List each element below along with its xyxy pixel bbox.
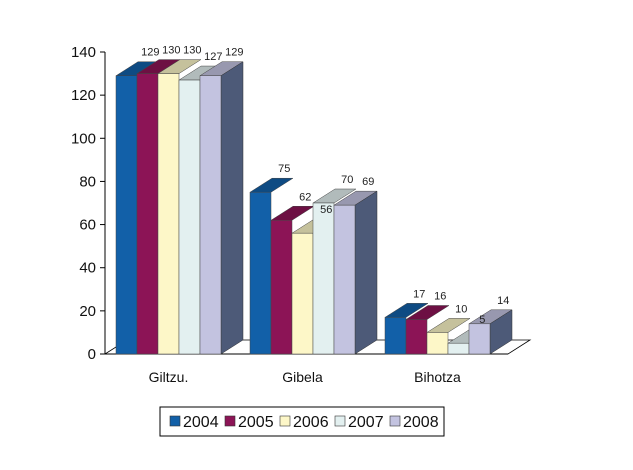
y-tick-label: 120 (71, 87, 96, 104)
bar-front-face (157, 73, 180, 355)
category-labels: Giltzu. Gibela Bihotza (149, 369, 461, 385)
bar-front-face (136, 73, 159, 355)
category-label-2: Bihotza (414, 369, 461, 385)
bar-front-face (333, 204, 356, 355)
bar-2005-Gibela (270, 206, 315, 355)
bar-front-face (270, 220, 293, 355)
bar-front-face (384, 317, 407, 355)
data-label-2005-Gibela: 62 (299, 191, 311, 203)
data-label-2004-Gibela: 75 (278, 163, 290, 175)
bar-top-face (426, 318, 471, 333)
bar-front-face (249, 191, 272, 355)
legend-item-2005: 2005 (224, 414, 274, 431)
legend-swatch (224, 415, 236, 427)
data-label-2004-Bihotza: 17 (413, 288, 425, 300)
bar-2005-Bihotza (405, 305, 450, 355)
category-label-0: Giltzu. (149, 369, 189, 385)
legend-swatch (389, 415, 401, 427)
bar-front-face (426, 332, 449, 355)
y-tick-label: 0 (88, 346, 96, 363)
bar-front-face (291, 232, 314, 355)
bar-2006-Bihotza (426, 318, 471, 355)
bar-2006-Giltzu. (157, 59, 202, 355)
bar-front-face (405, 319, 428, 355)
bar-top-face (270, 206, 315, 221)
data-label-2005-Bihotza: 16 (434, 290, 446, 302)
y-tick-label: 60 (79, 217, 96, 234)
y-tick-label: 40 (79, 260, 96, 277)
y-tick-label: 20 (79, 303, 96, 320)
data-label-2007-Bihotza: 5 (479, 314, 485, 326)
legend-swatch (334, 415, 346, 427)
legend-item-2007: 2007 (334, 414, 384, 431)
category-label-1: Gibela (282, 369, 323, 385)
legend-label: 2004 (183, 414, 219, 431)
legend-swatch (169, 415, 181, 427)
data-label-2008-Gibela: 69 (362, 176, 374, 188)
bar-front-face (447, 342, 470, 355)
bar-2004-Bihotza (384, 303, 429, 355)
data-label-2005-Giltzu.: 130 (162, 45, 180, 57)
legend-item-2004: 2004 (169, 414, 219, 431)
legend-item-2008: 2008 (389, 414, 439, 431)
bar-front-face (468, 323, 491, 355)
bar-2004-Giltzu. (115, 61, 160, 355)
data-label-2004-Giltzu.: 129 (141, 47, 159, 59)
bar-front-face (178, 79, 201, 355)
y-tick-label: 80 (79, 173, 96, 190)
legend-swatch (279, 415, 291, 427)
data-label-2006-Giltzu.: 130 (183, 45, 201, 57)
y-axis: 0 20 40 60 80 100 120 140 (71, 44, 106, 363)
bar-front-face (312, 202, 335, 355)
legend-label: 2005 (238, 414, 274, 431)
bar-side-face (220, 61, 244, 355)
legend-label: 2007 (348, 414, 384, 431)
legend-label: 2006 (293, 414, 329, 431)
bar-side-face (354, 190, 378, 355)
data-label-2006-Gibela: 56 (320, 204, 332, 216)
data-label-2006-Bihotza: 10 (455, 303, 467, 315)
bars (115, 59, 513, 355)
bar-2008-Bihotza (468, 309, 513, 355)
legend: 2004 2005 2006 2007 2008 (159, 406, 445, 437)
bar-2008-Giltzu. (199, 61, 244, 355)
bar-2008-Gibela (333, 190, 378, 355)
data-label-2007-Giltzu.: 127 (204, 51, 222, 63)
legend-item-2006: 2006 (279, 414, 329, 431)
data-label-2007-Gibela: 70 (341, 174, 353, 186)
bar-front-face (115, 75, 138, 355)
legend-label: 2008 (403, 414, 439, 431)
data-label-2008-Giltzu.: 129 (225, 47, 243, 59)
y-tick-label: 140 (71, 44, 96, 61)
bar-top-face (249, 177, 294, 193)
data-label-2008-Bihotza: 14 (497, 295, 509, 307)
bar-front-face (199, 75, 222, 355)
y-tick-label: 100 (71, 130, 96, 147)
